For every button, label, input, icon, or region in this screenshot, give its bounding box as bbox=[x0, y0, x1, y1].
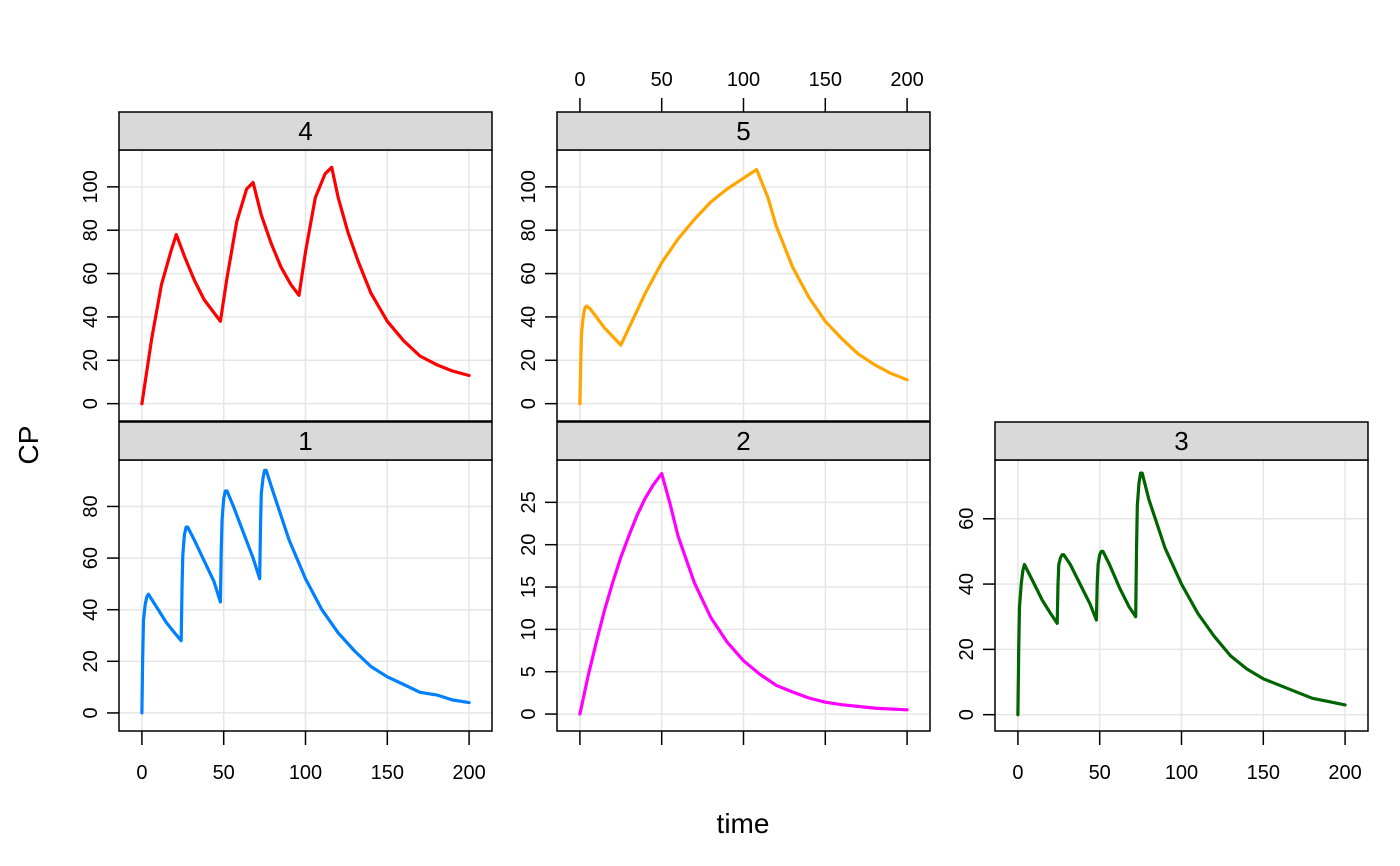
y-tick-label: 80 bbox=[80, 495, 102, 517]
y-tick-label: 60 bbox=[80, 262, 102, 284]
strip-3 bbox=[994, 421, 1369, 461]
y-tick-label: 80 bbox=[80, 219, 102, 241]
y-tick-label: 100 bbox=[518, 170, 540, 203]
y-axis-label: CP bbox=[13, 426, 44, 465]
y-tick-label: 20 bbox=[80, 650, 102, 672]
x-axis-label: time bbox=[717, 808, 770, 839]
y-tick-label: 20 bbox=[80, 349, 102, 371]
y-tick-label: 40 bbox=[80, 599, 102, 621]
x-tick-label: 0 bbox=[574, 69, 585, 91]
strip-4 bbox=[118, 111, 493, 151]
x-tick-label: 200 bbox=[890, 69, 923, 91]
strip-label: 2 bbox=[736, 426, 750, 456]
y-tick-label: 40 bbox=[80, 306, 102, 328]
x-tick-label: 50 bbox=[213, 762, 235, 784]
series-line-panel-1 bbox=[140, 468, 471, 715]
series-line-panel-4 bbox=[140, 165, 471, 406]
y-tick-label: 100 bbox=[80, 170, 102, 203]
panel-1: 1 0 20 40 60 80 0 50 100 150 200 bbox=[80, 421, 493, 784]
series-line-panel-2 bbox=[578, 472, 909, 716]
strip-label: 3 bbox=[1174, 426, 1188, 456]
x-tick-label: 50 bbox=[1089, 762, 1111, 784]
x-tick-label: 100 bbox=[727, 69, 760, 91]
strip-2 bbox=[556, 421, 931, 461]
y-tick-label: 20 bbox=[956, 638, 978, 660]
panel-3: 3 0 20 40 60 0 50 100 150 200 bbox=[956, 421, 1369, 784]
series-line-panel-3 bbox=[1016, 471, 1347, 717]
y-tick-label: 80 bbox=[518, 219, 540, 241]
x-tick-label: 100 bbox=[1165, 762, 1198, 784]
y-tick-label: 20 bbox=[518, 349, 540, 371]
x-tick-label: 200 bbox=[1328, 762, 1361, 784]
y-tick-label: 60 bbox=[956, 508, 978, 530]
y-tick-label: 0 bbox=[518, 709, 540, 720]
strip-1 bbox=[118, 421, 493, 461]
y-tick-label: 25 bbox=[518, 491, 540, 513]
x-tick-label: 150 bbox=[1247, 762, 1280, 784]
strip-label: 5 bbox=[736, 116, 750, 146]
y-tick-label: 20 bbox=[518, 534, 540, 556]
y-tick-label: 0 bbox=[518, 398, 540, 409]
y-tick-label: 0 bbox=[80, 707, 102, 718]
x-tick-label: 0 bbox=[136, 762, 147, 784]
y-tick-label: 10 bbox=[518, 618, 540, 640]
strip-label: 4 bbox=[298, 116, 312, 146]
y-tick-label: 40 bbox=[956, 573, 978, 595]
y-tick-label: 40 bbox=[518, 306, 540, 328]
y-tick-label: 5 bbox=[518, 666, 540, 677]
series-line-panel-5 bbox=[578, 167, 909, 406]
x-tick-label: 150 bbox=[371, 762, 404, 784]
strip-label: 1 bbox=[298, 426, 312, 456]
x-tick-label: 150 bbox=[809, 69, 842, 91]
x-tick-label: 200 bbox=[452, 762, 485, 784]
x-tick-label: 0 bbox=[1012, 762, 1023, 784]
y-tick-label: 0 bbox=[80, 398, 102, 409]
y-tick-label: 0 bbox=[956, 709, 978, 720]
x-tick-label: 100 bbox=[289, 762, 322, 784]
y-tick-label: 60 bbox=[518, 262, 540, 284]
y-tick-label: 15 bbox=[518, 576, 540, 598]
y-tick-label: 60 bbox=[80, 547, 102, 569]
x-tick-label: 50 bbox=[651, 69, 673, 91]
